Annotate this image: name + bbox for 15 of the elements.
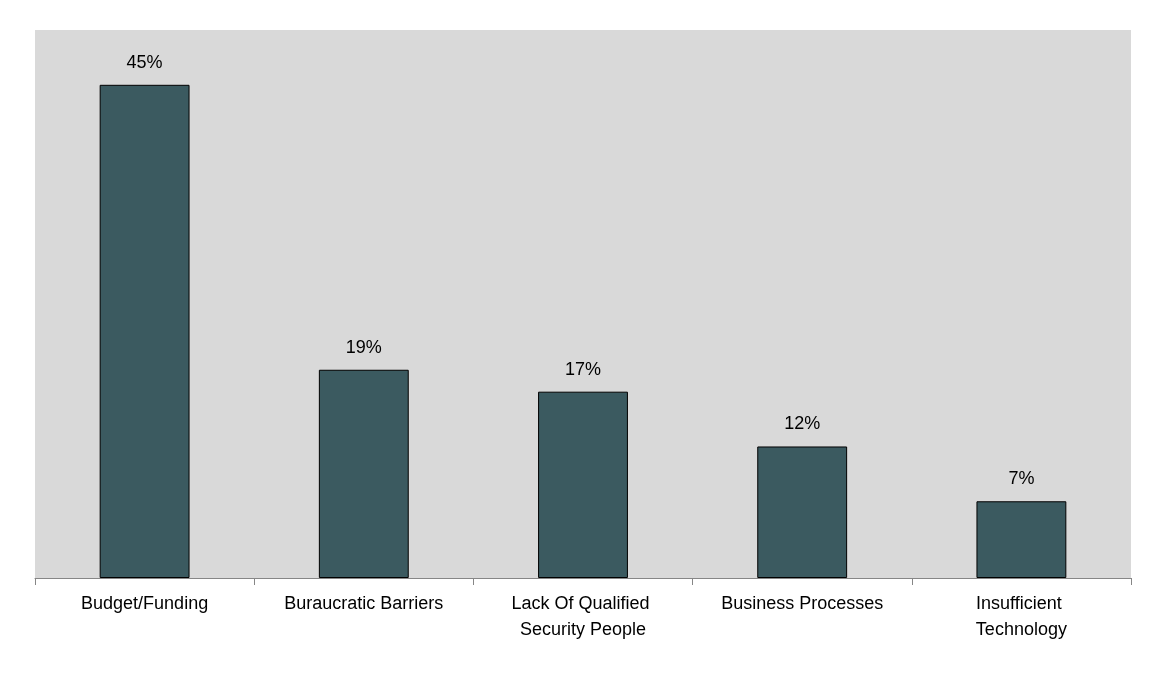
x-tick-label: Insufficient Technology [975,593,1067,639]
bar [318,369,409,578]
data-label: 7% [1008,468,1035,489]
bar [99,84,190,578]
bar [976,501,1067,578]
bar [538,391,628,578]
x-tick-label: Buraucratic Barriers [284,593,444,613]
data-label: 17% [564,358,602,379]
data-label: 19% [345,336,382,357]
x-tick-label: Lack Of Qualified Security People [511,593,655,639]
data-label: 12% [784,413,821,434]
x-tick-label: Business Processes [721,593,884,613]
x-tick-label: Budget/Funding [81,593,209,613]
data-label: 45% [126,51,163,72]
bar [757,446,848,578]
